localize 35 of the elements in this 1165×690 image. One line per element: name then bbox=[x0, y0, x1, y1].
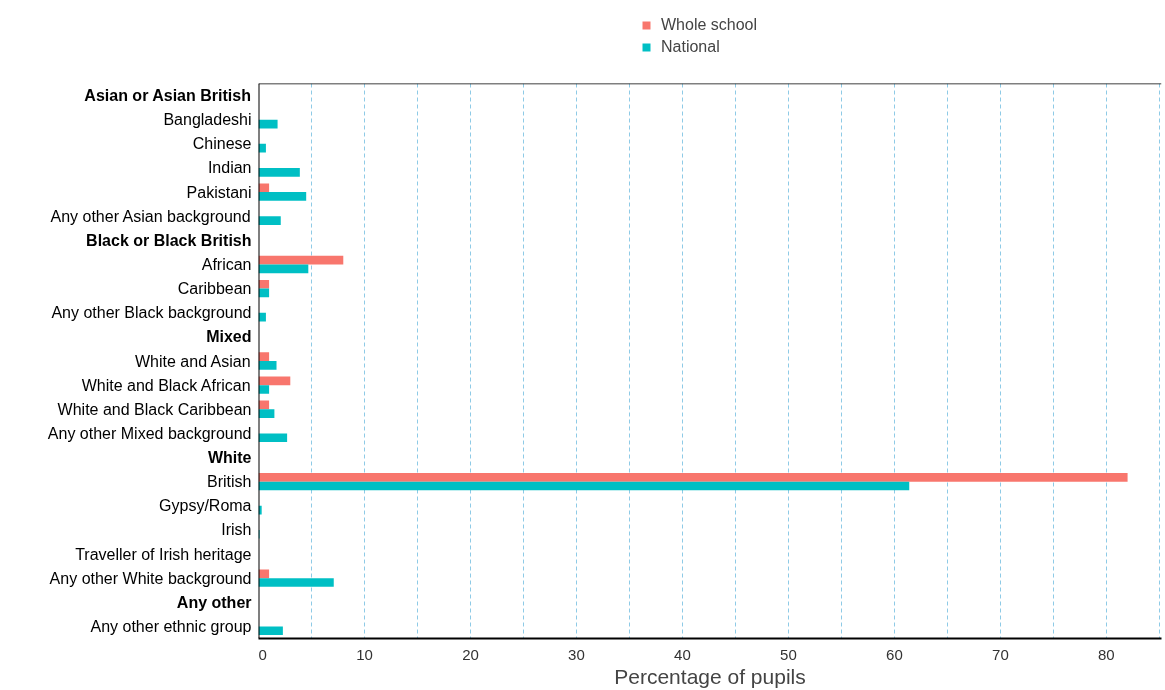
x-tick-label: 20 bbox=[462, 645, 479, 663]
y-tick-label: Any other Black background bbox=[51, 304, 252, 322]
y-tick-label: Any other bbox=[176, 593, 252, 611]
legend-label: Whole school bbox=[661, 15, 758, 35]
x-tick-label: 40 bbox=[674, 645, 691, 663]
y-tick-label: Pakistani bbox=[186, 183, 252, 201]
y-tick-label: Bangladeshi bbox=[163, 111, 252, 129]
x-tick-label: 50 bbox=[780, 645, 797, 663]
y-tick-label: Traveller of Irish heritage bbox=[75, 545, 252, 563]
y-tick-label: Irish bbox=[221, 521, 252, 539]
y-tick-label: Any other White background bbox=[49, 569, 252, 587]
y-tick-label: Mixed bbox=[206, 328, 252, 346]
y-tick-label: White and Asian bbox=[134, 352, 251, 370]
y-tick-label: Chinese bbox=[192, 135, 252, 153]
x-tick-label: 70 bbox=[992, 645, 1009, 663]
x-axis-title: Percentage of pupils bbox=[614, 664, 806, 688]
x-tick-label: 80 bbox=[1098, 645, 1115, 663]
y-tick-label: Black or Black British bbox=[86, 231, 252, 249]
y-tick-label: White and Black African bbox=[81, 376, 251, 394]
x-tick-label: 30 bbox=[568, 645, 585, 663]
y-tick-label: Any other ethnic group bbox=[90, 617, 252, 635]
legend-label: National bbox=[661, 37, 720, 57]
y-tick-label: Any other Mixed background bbox=[47, 424, 252, 442]
x-tick-label: 60 bbox=[886, 645, 903, 663]
x-tick-label: 10 bbox=[356, 645, 373, 663]
y-tick-label: Caribbean bbox=[177, 280, 252, 298]
y-tick-label: Any other Asian background bbox=[50, 207, 251, 225]
x-tick-label: 0 bbox=[258, 645, 267, 663]
y-tick-label: Indian bbox=[207, 159, 252, 177]
y-tick-label: White bbox=[207, 449, 252, 467]
y-tick-label: White and Black Caribbean bbox=[57, 400, 252, 418]
y-tick-label: Asian or Asian British bbox=[84, 87, 251, 105]
y-tick-label: Gypsy/Roma bbox=[159, 497, 252, 515]
y-tick-label: British bbox=[207, 473, 252, 491]
y-tick-label: African bbox=[201, 255, 252, 273]
